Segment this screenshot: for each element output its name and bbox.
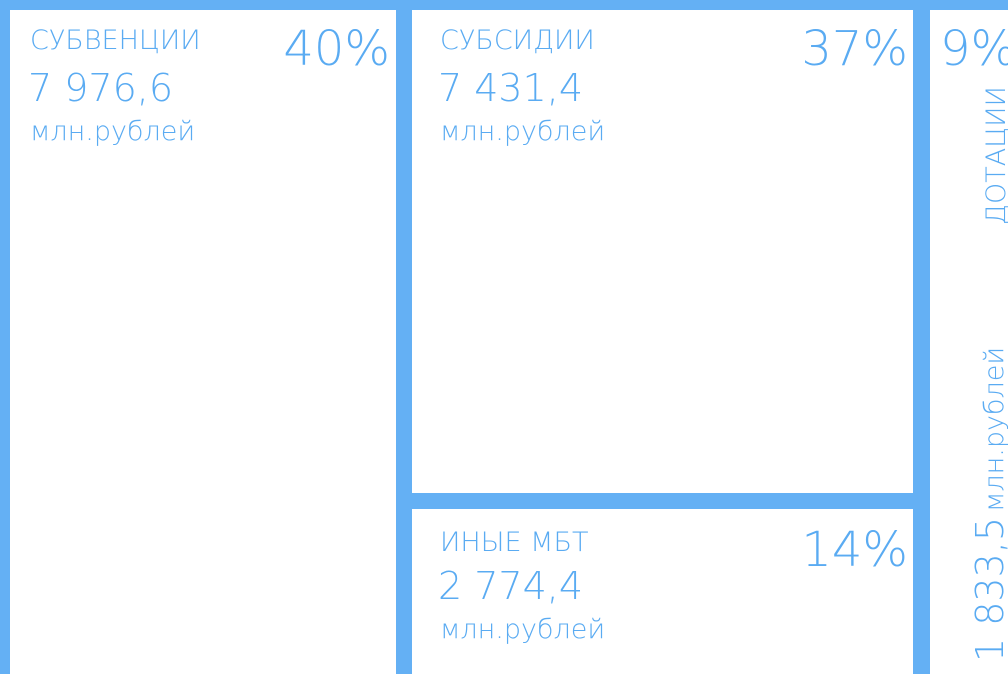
tile-name: СУБСИДИИ bbox=[440, 25, 595, 56]
tile-name: ИНЫЕ МБТ bbox=[440, 527, 588, 558]
tile-unit: млн.рублей bbox=[440, 614, 605, 645]
tile-unit: млн.рублей bbox=[440, 116, 605, 147]
tile-unit: млн.рублей bbox=[30, 116, 195, 147]
tile bbox=[412, 509, 913, 674]
tile-percent: 14% bbox=[801, 522, 908, 578]
tile bbox=[10, 10, 396, 674]
tile-name: ДОТАЦИИ bbox=[981, 86, 1008, 225]
tile-percent: 37% bbox=[801, 21, 908, 77]
tile-amount: 2 774,4 bbox=[438, 564, 583, 608]
tile-percent: 9% bbox=[940, 21, 1008, 77]
tile-name: СУБВЕНЦИИ bbox=[30, 25, 201, 56]
tile-amount: 7 431,4 bbox=[438, 66, 583, 110]
tile bbox=[930, 10, 1008, 674]
tile-amount: 1 833,5 bbox=[968, 517, 1008, 662]
tile-percent: 40% bbox=[283, 21, 390, 77]
tile bbox=[412, 10, 913, 493]
tile-amount: 7 976,6 bbox=[28, 66, 173, 110]
tile-unit: млн.рублей bbox=[979, 347, 1008, 512]
